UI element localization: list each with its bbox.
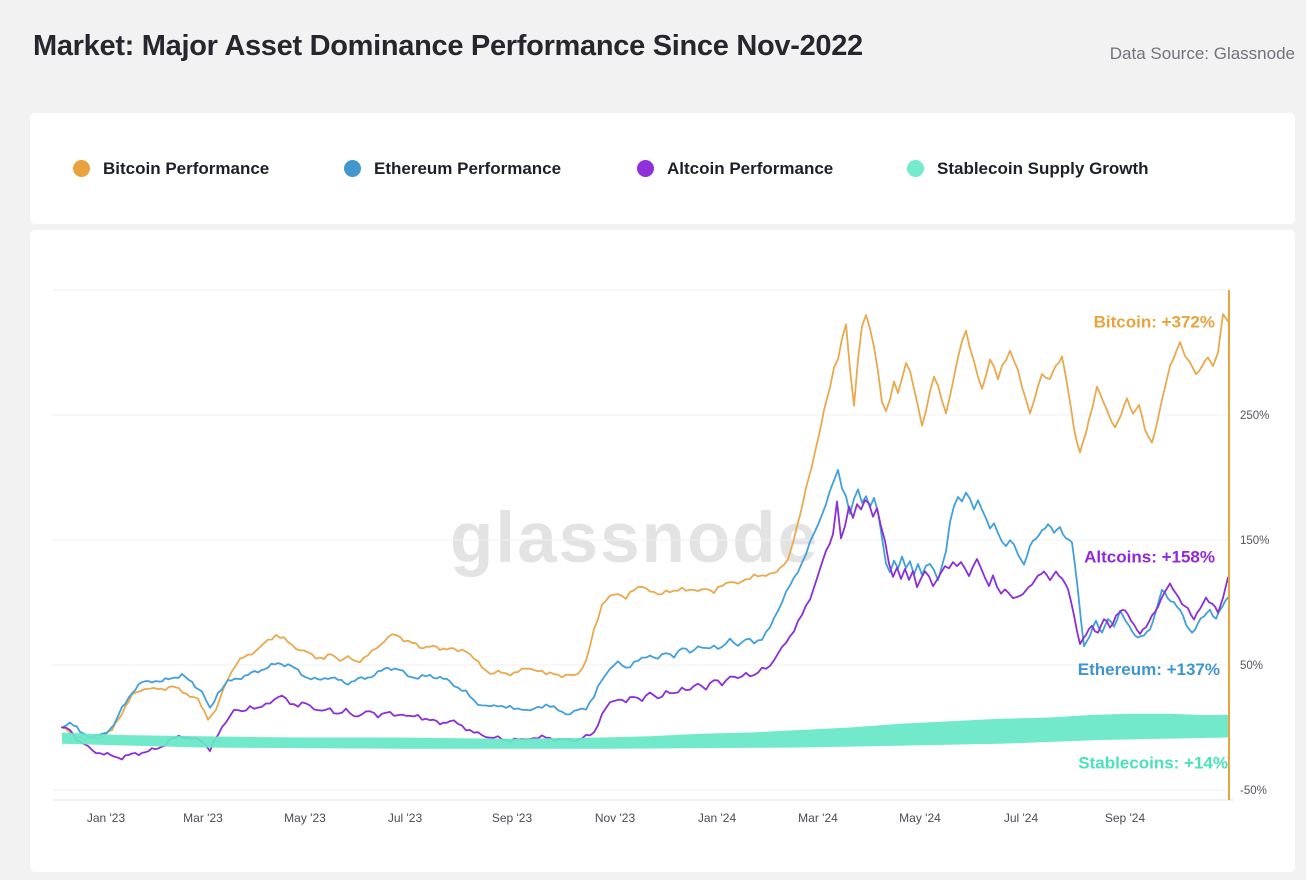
performance-chart: 250% 150% 50% -50% Jan '23 Mar '23 May '23 Jul … [52,289,1269,825]
x-axis-tick-label: Mar '24 [798,811,838,825]
x-axis-tick-label: Nov '23 [595,811,636,825]
x-axis-tick-label: Jan '24 [698,811,737,825]
ethereum-line [61,469,1229,739]
data-source-label: Data Source: Glassnode [1109,44,1295,63]
bitcoin-swatch-icon [73,160,90,177]
legend-label-bitcoin: Bitcoin Performance [103,158,270,178]
legend-item-stablecoin[interactable]: Stablecoin Supply Growth [907,113,1149,224]
x-axis-tick-label: Sep '24 [1105,811,1146,825]
legend-label-ethereum: Ethereum Performance [374,158,562,178]
y-axis-tick-label: -50% [1240,785,1267,797]
x-axis-tick-label: Jan '23 [87,811,126,825]
stablecoins-annotation: Stablecoins: +14% [1078,754,1228,773]
altcoin-line [61,499,1229,761]
x-axis-tick-label: Jul '24 [1004,811,1039,825]
y-axis-tick-label: 250% [1240,410,1269,422]
legend-item-altcoin[interactable]: Altcoin Performance [637,113,833,224]
x-axis-tick-label: May '24 [899,811,941,825]
x-axis-tick-label: Jul '23 [388,811,423,825]
ethereum-swatch-icon [344,160,361,177]
chart-card: glassnode 250% 150% 50% -50% Jan '23 Mar '23 M… [30,230,1295,872]
altcoin-swatch-icon [637,160,654,177]
x-axis-tick-label: May '23 [284,811,326,825]
legend-card: Bitcoin Performance Ethereum Performance… [30,113,1295,224]
stablecoin-swatch-icon [907,160,924,177]
y-axis-tick-label: 150% [1240,535,1269,547]
stablecoin-area [62,713,1228,749]
ethereum-annotation: Ethereum: +137% [1078,660,1220,679]
y-axis-tick-label: 50% [1240,660,1263,672]
glassnode-watermark: glassnode [450,499,820,578]
page-title: Market: Major Asset Dominance Performanc… [33,30,863,62]
bitcoin-annotation: Bitcoin: +372% [1094,312,1215,331]
altcoins-annotation: Altcoins: +158% [1084,547,1215,566]
page-header: Market: Major Asset Dominance Performanc… [0,0,1306,113]
legend-item-bitcoin[interactable]: Bitcoin Performance [73,113,269,224]
x-axis-tick-label: Sep '23 [492,811,533,825]
x-axis-tick-label: Mar '23 [183,811,223,825]
legend-label-stablecoin: Stablecoin Supply Growth [937,158,1149,178]
legend-item-ethereum[interactable]: Ethereum Performance [344,113,561,224]
bitcoin-line [61,313,1229,742]
legend-label-altcoin: Altcoin Performance [667,158,834,178]
